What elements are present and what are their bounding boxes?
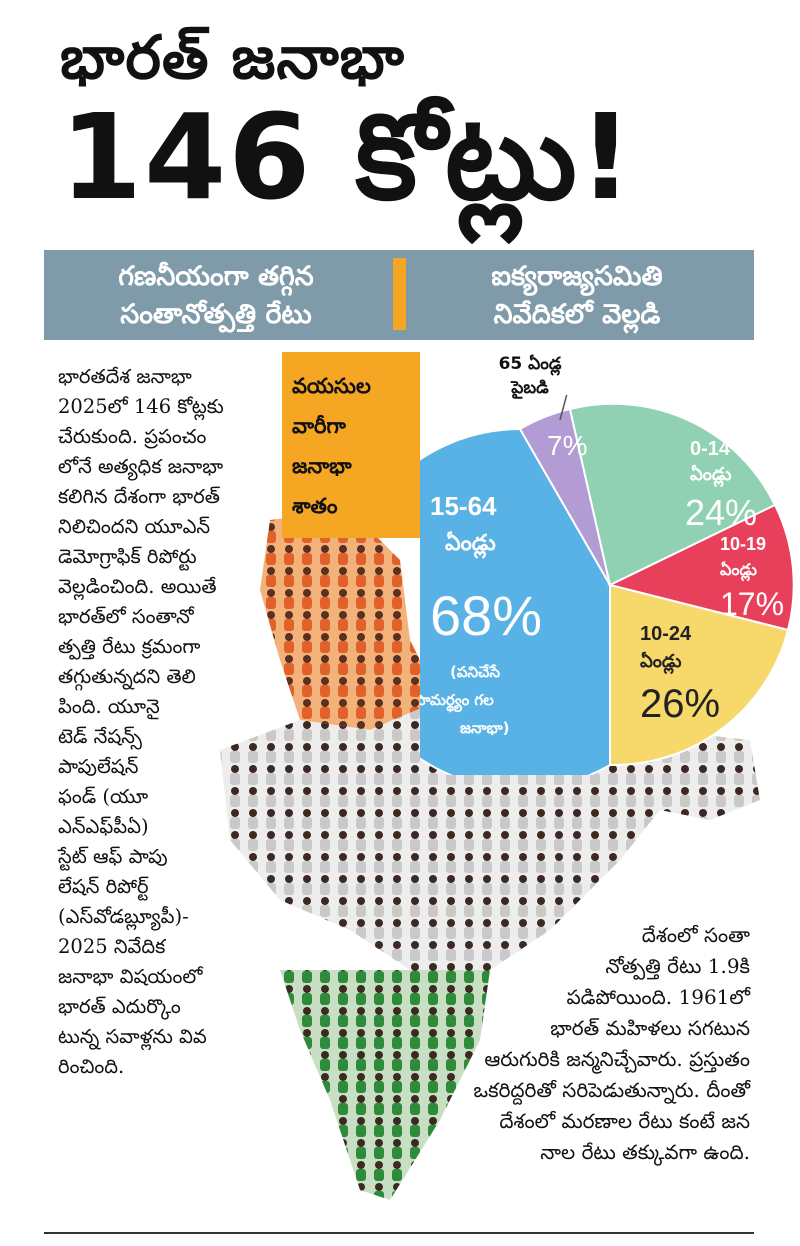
article-line: ఎన్‌ఎఫ్‌పీఏ)	[58, 815, 149, 838]
age-group-line: వయసుల	[292, 374, 371, 398]
article-line: భారత్ మహిళలు సగటున	[550, 1016, 750, 1040]
banner-right: ఐక్యరాజ్యసమితి నివేదికలో వెల్లడి	[427, 258, 727, 334]
callout-line: పైబడి	[511, 378, 549, 398]
headline-line-2: 146 కోట్లు!	[60, 88, 635, 226]
article-line: డెమోగ్రాఫిక్ రిపోర్టు	[58, 545, 197, 568]
age-distribution-pie: 7% 0-14 ఏండ్లు 24% 10-19 ఏండ్లు 17% 10-2…	[420, 395, 795, 775]
map-middle-white	[220, 700, 760, 970]
article-line: జనాభా విషయంలో	[58, 965, 203, 988]
banner-right-line: నివేదికలో వెల్లడి	[493, 299, 661, 330]
article-line: లేషన్ రిపోర్ట్	[58, 875, 149, 898]
article-line: త్పత్తి రేటు క్రమంగా	[58, 635, 201, 658]
pie-label-blue-note-2: సామర్థ్యం గల	[420, 691, 494, 713]
pie-label-blue-value: 68%	[430, 584, 542, 647]
pie-slice-10-24	[609, 583, 790, 767]
banner-left: గణనీయంగా తగ్గిన సంతానోత్పత్తి రేటు	[66, 258, 366, 334]
pie-slice-15-64	[420, 427, 611, 775]
article-line: చేరుకుంది. ప్రపంచం	[58, 425, 207, 448]
pie-slice-0-14	[568, 402, 777, 587]
subheading-banner: గణనీయంగా తగ్గిన సంతానోత్పత్తి రేటు ఐక్యర…	[44, 250, 754, 340]
pie-label-blue-note-1: (పనిచేసే	[450, 663, 500, 681]
article-line: (ఎస్‌వోడబ్ల్యూపీ)-	[58, 905, 189, 928]
age-group-line: వారీగా	[292, 414, 346, 438]
age-group-line: జనాభా	[292, 454, 352, 478]
article-line: స్టేట్ ఆఫ్ పాపు	[58, 845, 168, 868]
article-line: నాల రేటు తక్కువగా ఉంది.	[540, 1140, 750, 1164]
article-line: లోనే అత్యధిక జనాభా	[58, 455, 224, 478]
callout-pointer	[559, 395, 568, 421]
article-line: రించింది.	[58, 1055, 125, 1078]
headline-line-1: భారత్ జనాభా	[60, 23, 405, 93]
article-line: ఒకరిద్దరితో సరిపెడుతున్నారు. దీంతో	[473, 1078, 750, 1102]
pie-slice-10-19	[607, 503, 795, 632]
article-line: పడిపోయింది. 1961లో	[566, 985, 750, 1009]
pie-label-yellow-range: 10-24	[640, 623, 692, 645]
article-line: భారత్‌లో సంతానో	[58, 605, 194, 628]
pie-label-green-unit: ఏండ్లు	[690, 464, 731, 488]
pie-label-red-value: 17%	[720, 586, 784, 622]
pie-label-green-value: 24%	[685, 492, 757, 533]
banner-divider	[393, 258, 406, 330]
article-line: దేశంలో సంతా	[641, 923, 750, 947]
article-line: భారతదేశ జనాభా	[58, 365, 192, 388]
pie-label-blue-note-3: జనాభా)	[460, 719, 510, 737]
article-line: టెడ్ నేషన్స్	[58, 725, 142, 748]
article-line: ఫండ్ (యూ	[58, 785, 149, 808]
article-right-column: దేశంలో సంతా నోత్పత్తి రేటు 1.9కి పడిపోయింద…	[440, 920, 750, 1168]
banner-left-line: సంతానోత్పత్తి రేటు	[120, 299, 312, 330]
banner-left-line: గణనీయంగా తగ్గిన	[118, 261, 314, 292]
bottom-divider	[44, 1232, 754, 1234]
article-line: 2025లో 146 కోట్లకు	[58, 395, 224, 418]
age-group-box: వయసుల వారీగా జనాభా శాతం	[282, 352, 420, 538]
pie-label-purple-value: 7%	[547, 430, 587, 461]
map-south-green	[280, 970, 490, 1200]
pie-callout-65plus: 65 ఏండ్ల పైబడి	[470, 352, 590, 400]
article-line: ఆరుగురికి జన్మనిచ్చేవారు. ప్రస్తుతం	[484, 1047, 750, 1071]
banner-right-line: ఐక్యరాజ్యసమితి	[491, 261, 663, 292]
article-line: తగ్గుతున్నదని తెలి	[58, 665, 196, 688]
article-line: టున్న సవాళ్లను వివ	[58, 1025, 207, 1048]
age-group-line: శాతం	[292, 494, 338, 518]
article-line: దేశంలో మరణాల రేటు కంటే జన	[499, 1109, 750, 1133]
article-line: కలిగిన దేశంగా భారత్	[58, 485, 220, 508]
article-line: వెల్లడించింది. అయితే	[58, 575, 217, 598]
callout-line: 65 ఏండ్ల	[498, 354, 562, 374]
india-map-illustration	[220, 510, 760, 1200]
pie-label-red-unit: ఏండ్లు	[720, 560, 757, 582]
pie-label-yellow-value: 26%	[640, 682, 720, 726]
pie-label-red-range: 10-19	[720, 534, 766, 554]
pie-label-green-range: 0-14	[690, 438, 731, 460]
article-line: పాపులేషన్	[58, 755, 139, 778]
article-left-column: భారతదేశ జనాభా 2025లో 146 కోట్లకు చేరుకుంది…	[58, 362, 258, 1082]
pie-label-blue-unit: ఏండ్లు	[445, 531, 496, 559]
article-line: నోత్పత్తి రేటు 1.9కి	[605, 954, 750, 978]
map-north-saffron	[260, 510, 440, 730]
article-line: భారత్ ఎదుర్కొం	[58, 995, 181, 1018]
article-line: నిలిచిందని యూఎన్	[58, 515, 211, 538]
article-line: పింది. యూనై	[58, 695, 160, 718]
pie-label-yellow-unit: ఏండ్లు	[640, 651, 681, 675]
pie-label-blue-range: 15-64	[430, 491, 497, 521]
article-line: 2025 నివేదిక	[58, 935, 166, 958]
age-group-title: వయసుల వారీగా జనాభా శాతం	[292, 366, 410, 526]
